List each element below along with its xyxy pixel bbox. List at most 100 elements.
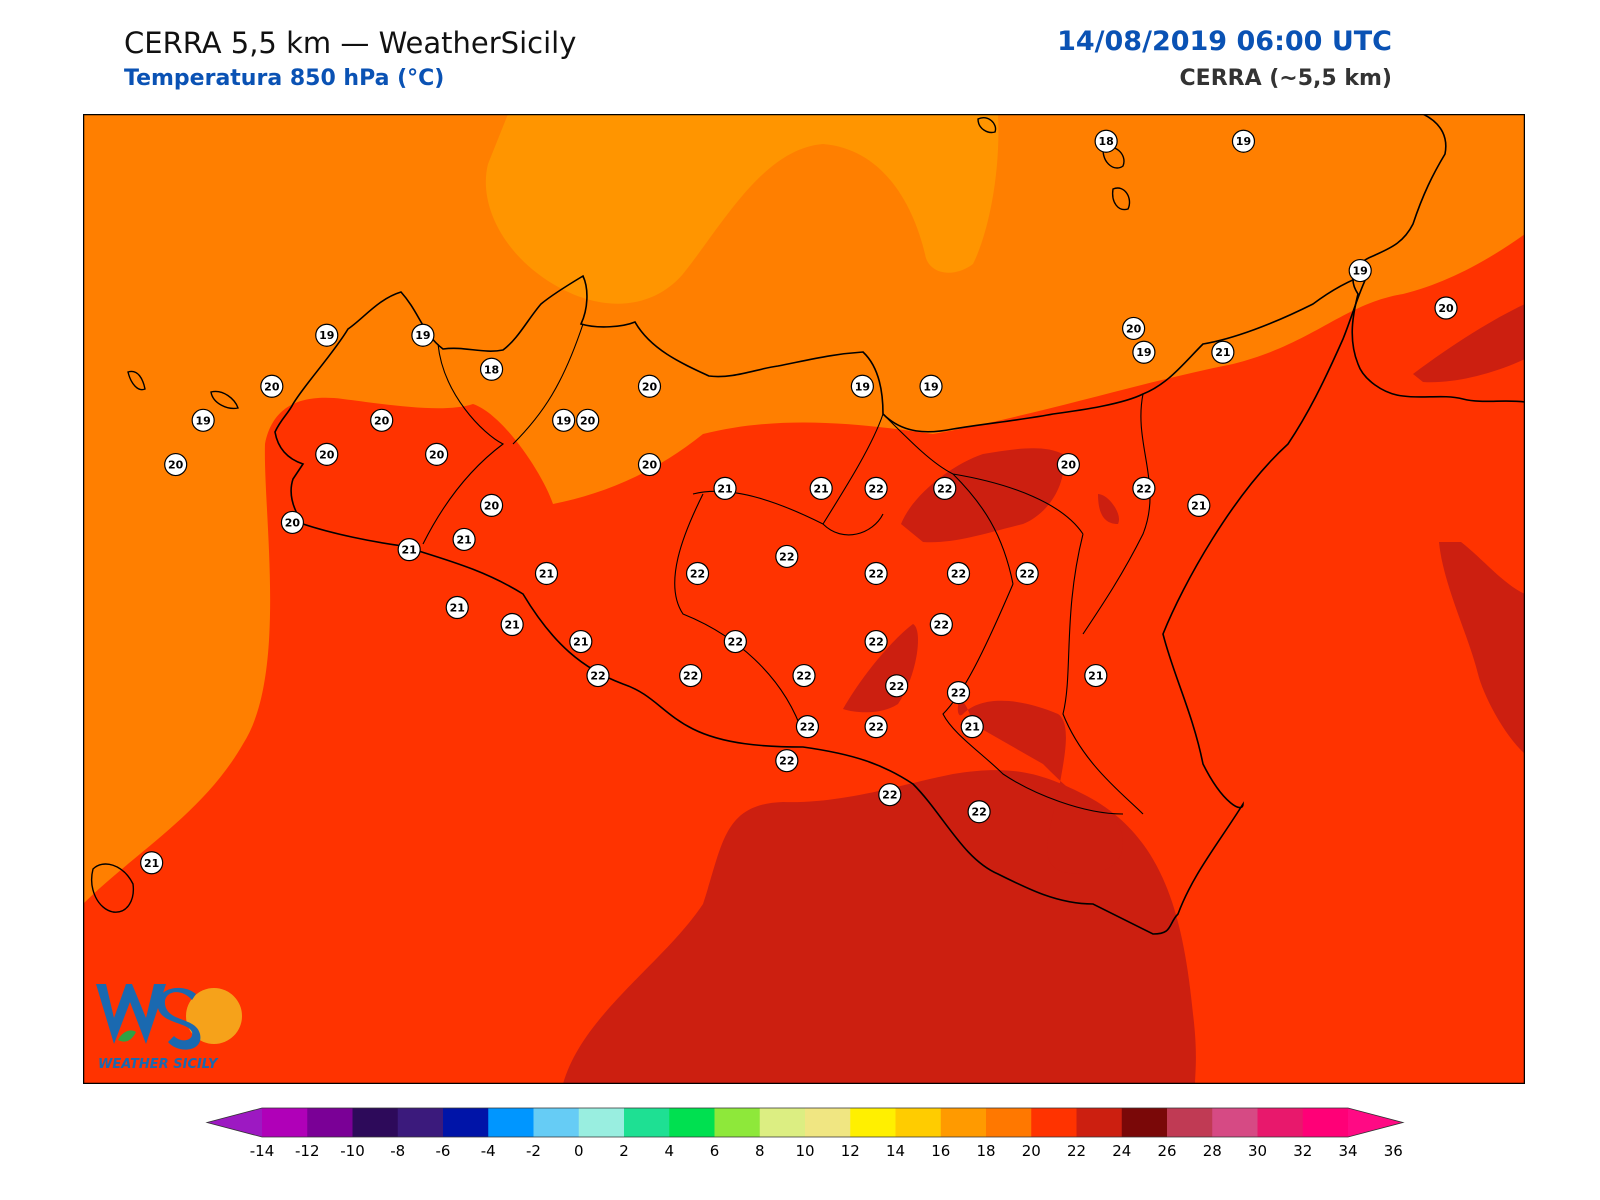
colorbar-tick-label: 18 xyxy=(976,1142,995,1160)
station-marker: 20 xyxy=(280,510,305,535)
station-value: 20 xyxy=(484,499,500,512)
station-marker: 22 xyxy=(933,476,957,500)
station-value: 22 xyxy=(951,687,966,700)
station-value: 20 xyxy=(319,448,335,461)
station-marker: 19 xyxy=(315,323,339,347)
station-marker: 22 xyxy=(723,629,747,654)
colorbar-tick-label: 32 xyxy=(1293,1142,1312,1160)
station-value: 21 xyxy=(814,482,829,495)
station-value: 22 xyxy=(868,482,883,495)
colorbar-segment xyxy=(895,1108,942,1137)
colorbar-tick-label: 28 xyxy=(1203,1142,1222,1160)
station-value: 21 xyxy=(450,602,465,615)
station-marker: 20 xyxy=(1121,316,1146,341)
station-value: 22 xyxy=(934,619,949,632)
island-favignana xyxy=(210,390,239,410)
station-value: 20 xyxy=(1438,302,1454,315)
station-marker: 19 xyxy=(552,408,576,432)
colorbar-tick-label: 24 xyxy=(1112,1142,1131,1160)
colorbar-segment xyxy=(533,1108,580,1137)
station-marker: 19 xyxy=(1348,258,1372,283)
colorbar-tick-label: 26 xyxy=(1157,1142,1176,1160)
station-marker: 22 xyxy=(946,561,971,586)
logo-text: WEATHER SICILY xyxy=(98,1057,219,1072)
station-value: 18 xyxy=(1098,135,1113,148)
station-value: 19 xyxy=(415,329,430,342)
station-marker: 22 xyxy=(878,783,902,807)
colorbar-tick-label: 8 xyxy=(755,1142,765,1160)
colorbar-tick-label: -6 xyxy=(436,1142,451,1160)
station-marker: 21 xyxy=(960,715,984,739)
station-marker: 20 xyxy=(637,374,662,398)
station-value: 21 xyxy=(1191,499,1206,512)
station-marker: 22 xyxy=(792,663,816,688)
station-marker: 20 xyxy=(1434,296,1458,320)
colorbar-tick-label: 4 xyxy=(664,1142,674,1160)
station-marker: 22 xyxy=(946,680,971,705)
colorbar-segment xyxy=(624,1108,670,1137)
station-value: 21 xyxy=(456,533,471,546)
station-value: 19 xyxy=(855,380,870,393)
station-marker: 21 xyxy=(397,538,421,562)
colorbar-segment xyxy=(443,1108,489,1137)
colorbar-tick-label: 0 xyxy=(574,1142,584,1160)
colorbar-tick-label: 30 xyxy=(1248,1142,1267,1160)
station-value: 18 xyxy=(484,363,499,376)
station-value: 22 xyxy=(868,721,883,734)
colorbar-tick-label: 34 xyxy=(1338,1142,1357,1160)
map-frame xyxy=(83,114,1525,1084)
station-value: 22 xyxy=(1136,482,1151,495)
colorbar-segment xyxy=(1167,1108,1213,1137)
colorbar-tick-label: 16 xyxy=(931,1142,950,1160)
band-22-24 xyxy=(1413,304,1525,383)
station-value: 21 xyxy=(965,721,980,734)
station-value: 21 xyxy=(144,857,159,870)
station-value: 19 xyxy=(1236,135,1251,148)
colorbar-tick-label: -2 xyxy=(526,1142,541,1160)
station-marker: 22 xyxy=(1132,476,1156,500)
station-marker: 20 xyxy=(164,452,188,477)
station-marker: 19 xyxy=(191,408,215,432)
valid-datetime: 14/08/2019 06:00 UTC xyxy=(1057,26,1392,57)
station-marker: 20 xyxy=(370,408,394,432)
station-marker: 19 xyxy=(1132,340,1156,364)
island-pantelleria xyxy=(91,863,135,913)
station-marker: 22 xyxy=(864,476,888,500)
station-value: 20 xyxy=(168,459,184,472)
colorbar-segment xyxy=(262,1108,308,1137)
colorbar-high-arrow xyxy=(1348,1108,1403,1137)
station-value: 21 xyxy=(573,636,588,649)
station-marker: 21 xyxy=(500,612,524,637)
colorbar-tick-label: -8 xyxy=(390,1142,405,1160)
station-marker: 21 xyxy=(445,595,469,620)
colorbar-segment xyxy=(986,1108,1032,1137)
colorbar: -14 -12 -10 -8 -6 -4 -2 0 2 4 6 8 10 12 14 16 18 20 22 24 26… xyxy=(205,1107,1405,1160)
station-marker: 22 xyxy=(864,629,888,654)
station-marker: 18 xyxy=(1094,129,1118,153)
station-value: 22 xyxy=(779,755,794,768)
station-value: 22 xyxy=(868,567,883,580)
station-value: 22 xyxy=(1020,567,1035,580)
station-value: 21 xyxy=(505,619,520,632)
colorbar-segment xyxy=(488,1108,534,1137)
station-marker: 21 xyxy=(1211,340,1235,364)
station-marker: 20 xyxy=(479,493,504,518)
station-value: 21 xyxy=(1088,670,1103,683)
station-value: 19 xyxy=(319,329,334,342)
station-marker: 20 xyxy=(425,442,449,466)
colorbar-tick-label: -4 xyxy=(481,1142,496,1160)
station-marker: 20 xyxy=(637,452,662,477)
station-marker: 22 xyxy=(795,715,820,739)
calabria-coastline xyxy=(1351,114,1525,403)
colorbar-segment xyxy=(1031,1108,1077,1137)
station-marker: 22 xyxy=(685,561,710,586)
station-value: 22 xyxy=(951,567,966,580)
station-marker: 22 xyxy=(967,800,991,824)
station-marker: 21 xyxy=(1187,493,1211,518)
colorbar-segment xyxy=(307,1108,353,1137)
station-value: 21 xyxy=(402,544,417,557)
temperature-map[interactable]: 18 19 19 20 19 19 18 20 20 19 20 20 19 19 19 21 19 20 20 20… xyxy=(83,114,1525,1084)
map-title: CERRA 5,5 km — WeatherSicily xyxy=(124,26,577,60)
colorbar-segment xyxy=(397,1108,444,1137)
colorbar-tick-label: -10 xyxy=(340,1142,365,1160)
